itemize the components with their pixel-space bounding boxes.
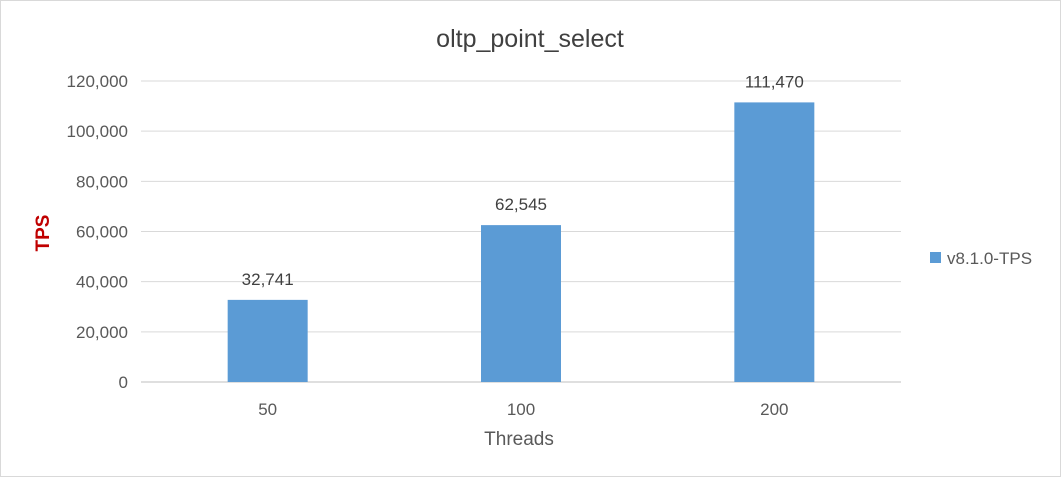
y-tick-label: 60,000 [76, 223, 128, 242]
legend-swatch [930, 252, 941, 263]
x-tick-label: 200 [760, 400, 788, 419]
x-axis-label: Threads [484, 429, 554, 450]
y-tick-label: 0 [119, 373, 128, 392]
bar-data-label: 62,545 [495, 195, 547, 214]
bar [481, 225, 561, 382]
bar [734, 102, 815, 382]
y-tick-label: 80,000 [76, 172, 128, 191]
bar [227, 299, 308, 382]
x-axis-ticks: 50 100 200 [258, 400, 788, 419]
bar-data-label: 32,741 [242, 270, 294, 289]
x-tick-label: 100 [507, 400, 535, 419]
bars [227, 102, 815, 382]
y-tick-label: 20,000 [76, 323, 128, 342]
legend: v8.1.0-TPS [930, 249, 1032, 268]
bar-data-label: 111,470 [745, 72, 804, 91]
y-tick-label: 120,000 [67, 72, 128, 91]
y-axis-ticks: 0 20,000 40,000 60,000 80,000 100,000 120,000 [67, 72, 128, 392]
legend-label: v8.1.0-TPS [947, 249, 1032, 268]
y-tick-label: 100,000 [67, 122, 128, 141]
y-axis-label: TPS [33, 215, 54, 252]
y-tick-label: 40,000 [76, 273, 128, 292]
data-labels: 32,741 62,545 111,470 [242, 72, 804, 288]
chart-title: oltp_point_select [436, 25, 624, 53]
x-tick-label: 50 [258, 400, 277, 419]
